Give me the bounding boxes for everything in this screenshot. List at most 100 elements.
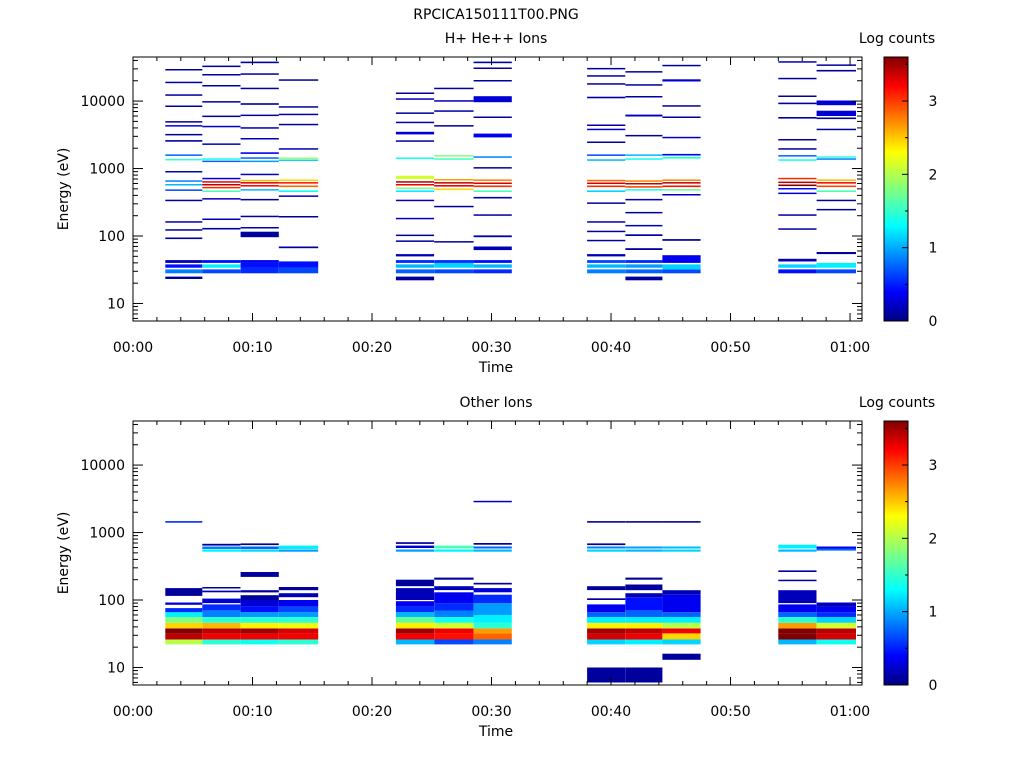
x-tick-label: 00:10	[232, 704, 272, 720]
heatmap-cell	[240, 198, 279, 201]
panel-other-ions: Other Ions 00:00 00:10 00:20 00:30 00:40 00:5…	[56, 395, 937, 740]
heatmap-cell	[395, 612, 435, 617]
heatmap-cell	[240, 179, 279, 182]
heatmap-cell	[625, 189, 663, 191]
heatmap-cell	[625, 633, 663, 640]
heatmap-cell	[202, 549, 241, 552]
heatmap-cell	[662, 546, 701, 549]
heatmap-cell	[165, 81, 203, 84]
heatmap-cell	[202, 198, 241, 200]
heatmap-cell	[434, 87, 474, 90]
heatmap-cell	[625, 622, 663, 629]
heatmap-cell	[202, 160, 241, 163]
heatmap-cell	[434, 241, 474, 243]
heatmap-cell	[625, 134, 663, 137]
heatmap-cell	[473, 549, 512, 552]
heatmap-cell	[165, 125, 203, 127]
heatmap-cell	[473, 633, 512, 640]
heatmap-cell	[587, 202, 626, 204]
heatmap-cell	[165, 612, 203, 617]
heatmap-cell	[165, 264, 203, 268]
heatmap-cell	[434, 205, 474, 208]
heatmap-cell	[625, 224, 663, 227]
heatmap-cell	[816, 617, 856, 623]
colorbar-tick-label: 3	[929, 94, 938, 110]
heatmap-cell	[587, 75, 626, 77]
heatmap-cell	[625, 667, 663, 683]
heatmap-cell	[662, 64, 701, 67]
heatmap-cell	[395, 545, 435, 548]
heatmap-cell	[278, 261, 319, 268]
heatmap-cell	[434, 110, 474, 112]
heatmap-cell	[202, 115, 241, 118]
heatmap-cell	[662, 255, 701, 263]
heatmap-cell	[587, 254, 626, 257]
heatmap-cell	[587, 190, 626, 192]
heatmap-cell	[395, 254, 435, 257]
heatmap-cell	[625, 211, 663, 214]
heatmap-cell	[625, 617, 663, 623]
heatmap-cell	[625, 276, 663, 281]
heatmap-cell	[473, 260, 512, 263]
heatmap-cell	[587, 96, 626, 99]
heatmap-cell	[662, 639, 701, 645]
heatmap-cell	[240, 267, 279, 274]
heatmap-cell	[240, 639, 279, 645]
heatmap-cells	[165, 61, 856, 281]
heatmap-cell	[473, 615, 512, 623]
heatmap-cell	[625, 158, 663, 160]
heatmap-cell	[278, 246, 319, 249]
plot-frame	[132, 420, 863, 686]
heatmap-cell	[165, 69, 203, 71]
heatmap-cell	[434, 549, 474, 552]
heatmap-cell	[662, 136, 701, 139]
heatmap-cell	[473, 543, 512, 545]
heatmap-cell	[202, 633, 241, 640]
heatmap-cell	[778, 77, 817, 80]
heatmap-cell	[434, 545, 474, 549]
heatmap-cell	[395, 601, 435, 607]
heatmap-cell	[240, 173, 279, 176]
heatmap-cell	[625, 260, 663, 263]
heatmap-cell	[240, 61, 279, 64]
heatmap-cell	[165, 189, 203, 191]
heatmap-cell	[240, 590, 279, 593]
heatmap-cell	[202, 610, 241, 617]
y-axis-label: Energy (eV)	[56, 148, 72, 231]
heatmap-cell	[662, 622, 701, 629]
heatmap-cell	[434, 592, 474, 604]
heatmap-cell	[165, 199, 203, 202]
heatmap-cell	[473, 500, 512, 503]
heatmap-cell	[778, 628, 817, 634]
heatmap-cell	[778, 617, 817, 623]
heatmap-cell	[165, 617, 203, 623]
heatmap-cell	[473, 167, 512, 169]
axes: 00:00 00:10 00:20 00:30 00:40 00:50 01:00 10 100…	[80, 421, 870, 720]
x-tick-label: 00:50	[710, 340, 750, 356]
heatmap-cell	[278, 113, 319, 116]
heatmap-cell	[395, 184, 435, 186]
heatmap-cell	[778, 639, 817, 645]
heatmap-cell	[662, 633, 701, 640]
heatmap-cell	[473, 628, 512, 634]
heatmap-cell	[395, 606, 435, 613]
heatmap-cell	[587, 598, 626, 600]
heatmap-cell	[662, 156, 701, 159]
heatmap-cell	[434, 260, 474, 263]
heatmap-cell	[240, 549, 279, 552]
heatmap-cell	[395, 549, 435, 552]
heatmap-cell	[202, 260, 241, 263]
heatmap-cell	[165, 276, 203, 279]
heatmap-cells	[165, 500, 856, 683]
x-axis-label: Time	[478, 360, 513, 376]
heatmap-cell	[278, 606, 319, 613]
heatmap-cell	[662, 590, 701, 595]
heatmap-cell	[165, 521, 203, 523]
heatmap-cell	[662, 185, 701, 188]
heatmap-cell	[395, 639, 435, 645]
heatmap-cell	[395, 140, 435, 142]
heatmap-cell	[625, 186, 663, 188]
heatmap-cell	[473, 61, 512, 64]
